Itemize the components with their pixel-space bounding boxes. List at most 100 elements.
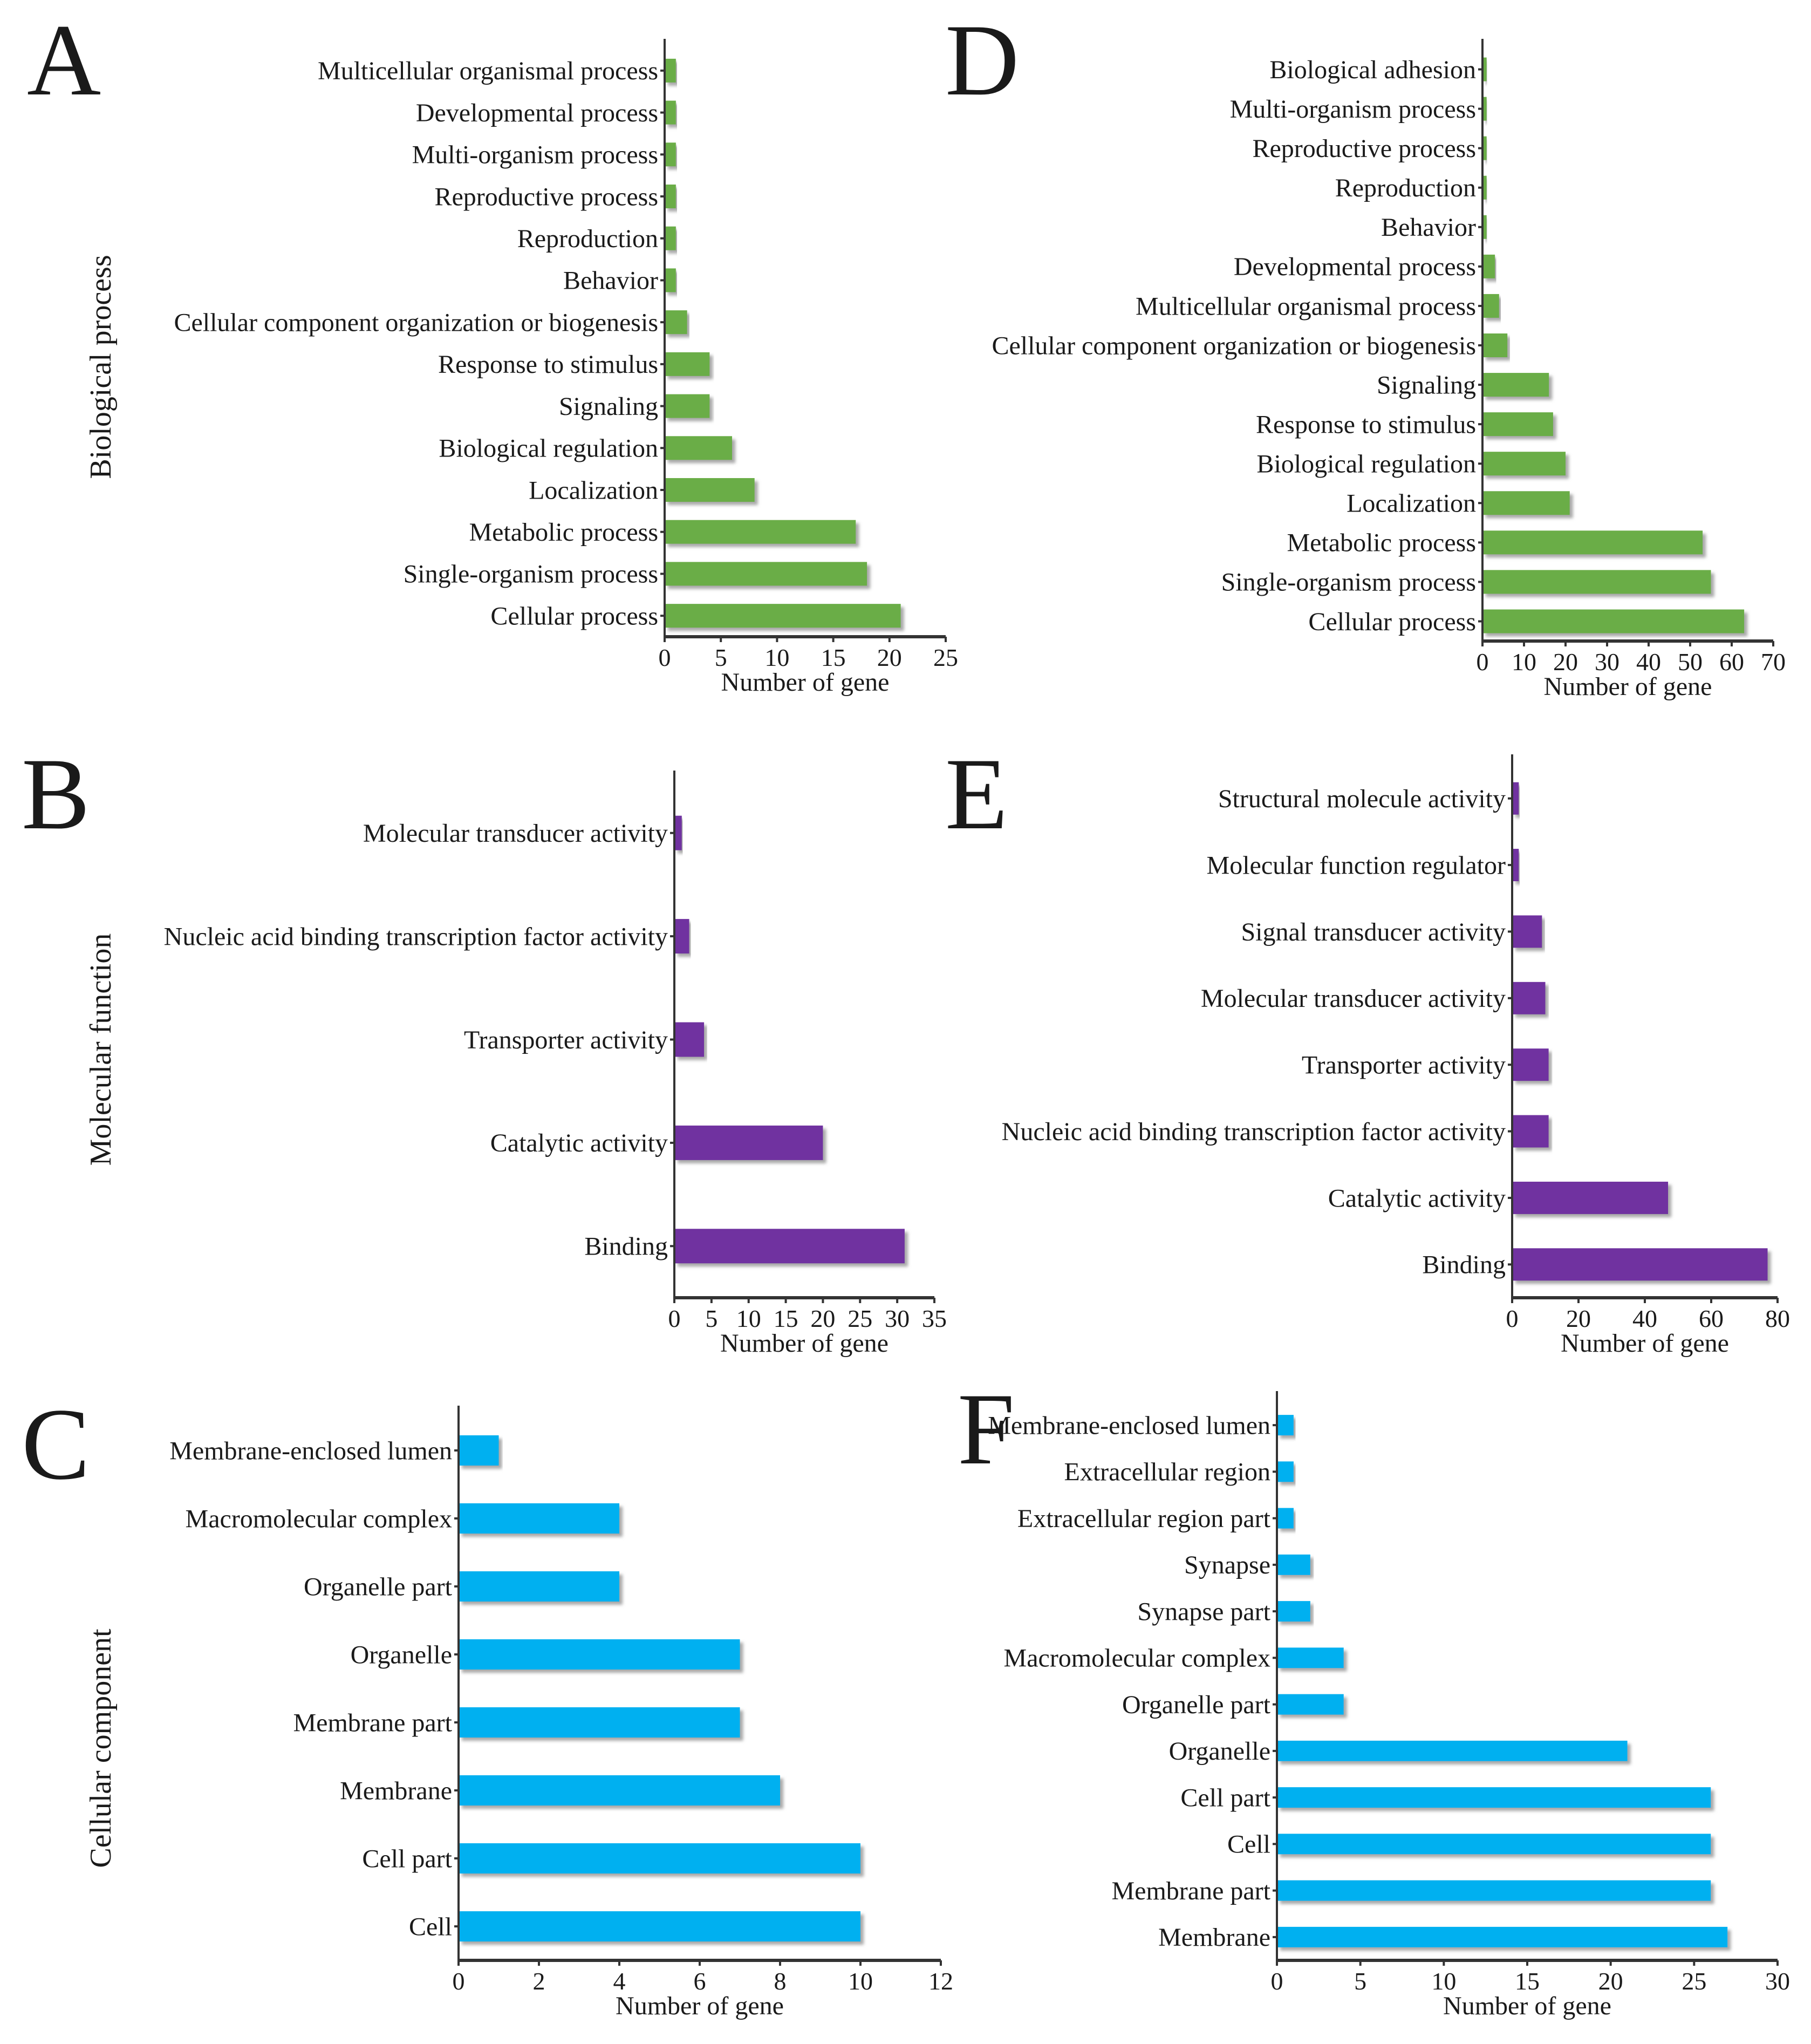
x-tick-label: 25	[1682, 1967, 1706, 1995]
x-tick-label: 4	[613, 1967, 626, 1995]
category-label: Molecular transducer activity	[1201, 984, 1506, 1013]
x-tick-label: 40	[1632, 1305, 1657, 1332]
bar	[665, 310, 687, 335]
bar	[1482, 175, 1487, 200]
x-tick-label: 50	[1678, 648, 1703, 676]
category-label: Metabolic process	[1287, 529, 1476, 557]
category-label: Membrane part	[293, 1708, 452, 1737]
bar	[674, 1022, 705, 1057]
bar	[1482, 491, 1570, 515]
panel-letter: B	[22, 738, 90, 851]
category-label: Behavior	[563, 267, 658, 295]
x-axis-label: Number of gene	[1544, 672, 1712, 701]
bar	[674, 815, 682, 850]
bar	[1512, 1248, 1768, 1281]
category-label: Localization	[1347, 489, 1476, 518]
category-label: Catalytic activity	[490, 1129, 668, 1157]
panel-letter: D	[945, 4, 1019, 117]
bar	[459, 1639, 740, 1670]
category-label: Cell part	[1180, 1783, 1270, 1812]
category-label: Extracellular region	[1064, 1458, 1270, 1487]
category-label: Structural molecule activity	[1218, 785, 1506, 813]
x-tick-label: 40	[1636, 648, 1661, 676]
row-label-text: Molecular function	[84, 934, 118, 1166]
category-label: Membrane	[340, 1776, 452, 1805]
category-label: Biological regulation	[1256, 450, 1476, 479]
x-tick-label: 30	[885, 1305, 910, 1332]
bar	[1512, 849, 1519, 882]
x-tick-label: 5	[715, 644, 727, 671]
x-tick-label: 70	[1761, 648, 1786, 676]
bar	[1277, 1554, 1310, 1575]
bar	[459, 1571, 619, 1602]
category-label: Single-organism process	[1221, 568, 1476, 597]
chart-panel-c: C Membrane-enclosed lumen Macromolecular c…	[22, 1388, 953, 2020]
x-tick-label: 12	[928, 1967, 953, 1995]
bar	[459, 1775, 780, 1805]
bar	[1512, 782, 1519, 815]
x-axis-label: Number of gene	[1443, 1992, 1611, 2020]
x-tick-label: 10	[736, 1305, 761, 1332]
bar	[1482, 609, 1745, 633]
bar	[1482, 412, 1553, 437]
bar	[1482, 215, 1487, 239]
category-label: Response to stimulus	[438, 350, 658, 379]
x-tick-label: 10	[1431, 1967, 1456, 1995]
panel-letter: F	[958, 1373, 1015, 1486]
x-tick-label: 0	[1271, 1967, 1283, 1995]
bar	[1482, 136, 1487, 160]
x-tick-label: 15	[821, 644, 846, 671]
category-label: Signaling	[559, 392, 658, 421]
category-label: Organelle	[351, 1640, 452, 1669]
bar	[674, 1229, 905, 1264]
category-label: Localization	[529, 476, 658, 505]
bar	[1482, 452, 1566, 476]
bar	[665, 604, 901, 628]
x-axis-label: Number of gene	[720, 1329, 889, 1358]
bar	[1277, 1926, 1728, 1947]
category-label: Developmental process	[416, 99, 658, 127]
bar	[459, 1503, 619, 1534]
category-label: Synapse part	[1137, 1597, 1270, 1626]
category-label: Biological regulation	[439, 434, 658, 463]
category-label: Nucleic acid binding transcription facto…	[1002, 1118, 1506, 1146]
category-label: Signal transducer activity	[1241, 918, 1506, 946]
bar	[665, 100, 676, 125]
panel-letter: E	[945, 738, 1008, 851]
category-label: Cell	[409, 1912, 452, 1941]
category-label: Membrane	[1158, 1923, 1270, 1952]
category-label: Developmental process	[1234, 253, 1476, 281]
category-label: Membrane-enclosed lumen	[988, 1411, 1270, 1440]
category-label: Binding	[584, 1232, 668, 1261]
bar	[1277, 1461, 1294, 1482]
x-tick-label: 20	[1598, 1967, 1623, 1995]
category-label: Multicellular organismal process	[318, 57, 658, 85]
category-label: Multicellular organismal process	[1136, 292, 1476, 321]
category-label: Cell part	[362, 1844, 452, 1873]
row-label-molecular-function: Molecular function	[84, 934, 118, 1166]
x-tick-label: 20	[810, 1305, 835, 1332]
bar	[1482, 530, 1703, 555]
category-label: Catalytic activity	[1328, 1184, 1506, 1212]
x-tick-label: 5	[1354, 1967, 1366, 1995]
bar	[459, 1911, 860, 1941]
category-label: Transporter activity	[1302, 1051, 1506, 1080]
category-label: Extracellular region part	[1017, 1504, 1271, 1533]
x-tick-label: 10	[1512, 648, 1536, 676]
bar	[1512, 982, 1546, 1014]
category-label: Macromolecular complex	[1004, 1644, 1270, 1673]
category-label: Multi-organism process	[412, 141, 658, 169]
x-tick-label: 20	[1566, 1305, 1591, 1332]
x-tick-label: 20	[877, 644, 902, 671]
category-label: Membrane part	[1111, 1877, 1270, 1905]
bar	[674, 1125, 823, 1160]
bar	[665, 562, 867, 586]
chart-panel-e: E Structural molecule activity Molecular f…	[945, 738, 1790, 1358]
category-label: Transporter activity	[464, 1026, 668, 1054]
category-label: Single-organism process	[404, 560, 658, 589]
category-label: Molecular transducer activity	[363, 819, 668, 848]
x-tick-label: 15	[1515, 1967, 1540, 1995]
x-axis-label: Number of gene	[616, 1992, 784, 2020]
bar	[1482, 294, 1499, 318]
x-tick-label: 15	[774, 1305, 798, 1332]
